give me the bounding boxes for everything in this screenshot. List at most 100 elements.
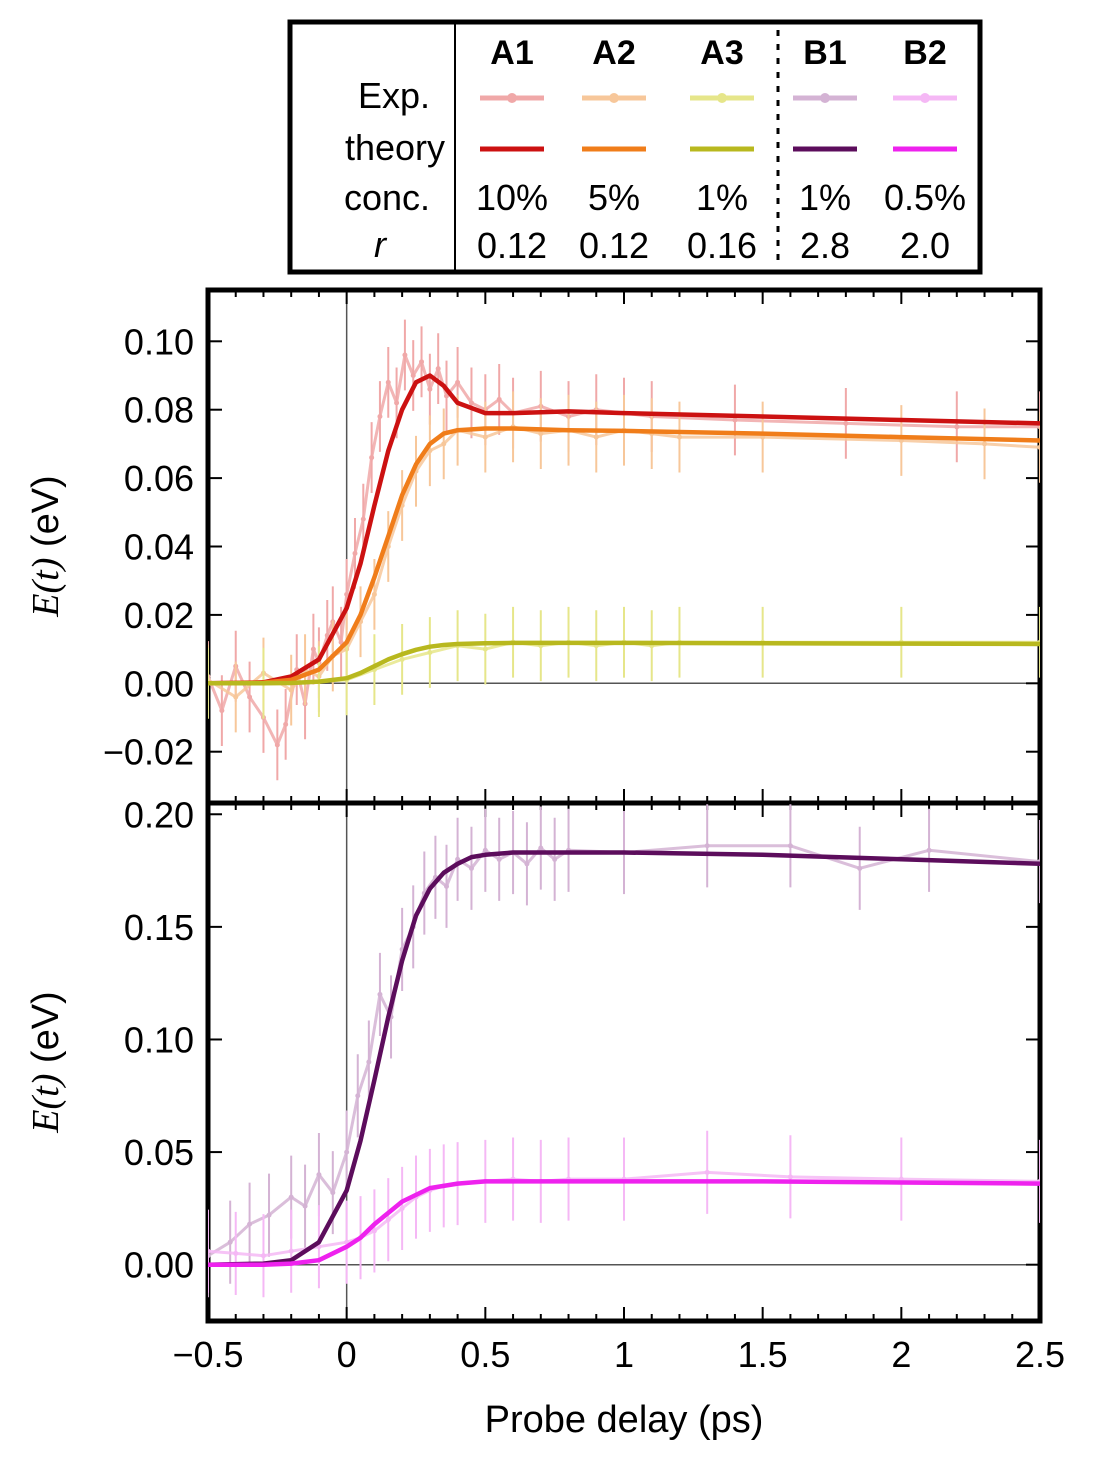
xtick-label: 2 (891, 1334, 911, 1375)
point-A1 (843, 420, 849, 426)
panel-top-ylabel: E(t) (eV) (25, 475, 67, 617)
point-B1 (330, 1190, 336, 1196)
point-B1 (468, 865, 474, 871)
legend-r-A2: 0.12 (579, 225, 649, 266)
plot-panel-bottom: 0.00 0.05 0.10 0.15 0.20 −0.5 0 0.5 1 1.5 2 2.5 E(t… (25, 794, 1065, 1375)
legend: Exp. theory conc. r A1 10% 0.12 A2 5% 0.12 A3 1… (287, 19, 983, 275)
point-B2 (233, 1250, 239, 1256)
point-B1 (496, 856, 502, 862)
point-A1 (369, 455, 375, 461)
legend-exp-marker-B1 (820, 93, 830, 103)
legend-conc-A1: 10% (476, 177, 548, 218)
series-theory-A2 (208, 426, 1040, 686)
x-axis-label: Probe delay (ps) (485, 1399, 764, 1441)
point-B1 (787, 843, 793, 849)
point-A1 (360, 516, 366, 522)
xtick-label: 2.5 (1015, 1334, 1065, 1375)
series-theory-A3 (208, 640, 1040, 686)
bottom-ytick-label: 0.20 (124, 794, 194, 835)
xtick-label: 1.5 (738, 1334, 788, 1375)
point-B1 (857, 865, 863, 871)
point-B1 (444, 883, 450, 889)
legend-sample-A3: A3 (700, 34, 743, 72)
point-A1 (377, 414, 383, 420)
point-A1 (310, 646, 316, 652)
point-A1 (435, 366, 441, 372)
point-A1 (283, 721, 289, 727)
point-A2 (233, 694, 239, 700)
legend-sample-B1: B1 (803, 34, 846, 72)
point-B2 (371, 1228, 377, 1234)
legend-row-r: r (374, 224, 388, 265)
panel-bottom-marks: 0.00 0.05 0.10 0.15 0.20 −0.5 0 0.5 1 1.5 2 2.5 (124, 794, 1065, 1375)
point-A1 (247, 694, 253, 700)
point-A1 (394, 400, 400, 406)
legend-sample-B2: B2 (903, 34, 946, 72)
point-A2 (982, 441, 988, 447)
legend-row-conc: conc. (344, 177, 430, 218)
bottom-series-layer (208, 804, 1040, 1298)
point-A1 (468, 400, 474, 406)
plot-panel-top: −0.02 0.00 0.02 0.04 0.06 0.08 0.10 E(t) (eV) (25, 287, 1043, 806)
point-A1 (352, 550, 358, 556)
legend-r-A3: 0.16 (687, 225, 757, 266)
xtick-label: 1 (614, 1334, 634, 1375)
legend-conc-B1: 1% (799, 177, 851, 218)
point-A1 (496, 396, 502, 402)
panel-top-marks: −0.02 0.00 0.02 0.04 0.06 0.08 0.10 (103, 290, 1041, 803)
point-A2 (371, 591, 377, 597)
point-A2 (482, 434, 488, 440)
point-B1 (302, 1203, 308, 1209)
legend-conc-B2: 0.5% (884, 177, 966, 218)
top-ytick-label: 0.08 (124, 390, 194, 431)
point-A2 (593, 434, 599, 440)
point-A1 (427, 386, 433, 392)
point-B1 (344, 1149, 350, 1155)
point-B1 (538, 845, 544, 851)
point-A2 (288, 687, 294, 693)
legend-r-B1: 2.8 (800, 225, 850, 266)
point-A3 (427, 650, 433, 656)
xtick-label: 0 (337, 1334, 357, 1375)
point-B2 (288, 1248, 294, 1254)
point-A2 (441, 441, 447, 447)
top-ytick-label: 0.02 (124, 595, 194, 636)
panel-bottom-ylabel: E(t) (eV) (25, 991, 67, 1133)
point-B1 (355, 1093, 361, 1099)
bottom-ytick-label: 0.00 (124, 1245, 194, 1286)
legend-sample-A1: A1 (490, 34, 533, 72)
legend-exp-marker-A1 (507, 93, 517, 103)
point-A1 (274, 742, 280, 748)
point-A2 (538, 431, 544, 437)
point-B2 (260, 1253, 266, 1259)
point-B1 (316, 1172, 322, 1178)
point-B2 (385, 1217, 391, 1223)
legend-exp-marker-B2 (920, 93, 930, 103)
legend-columns: A1 10% 0.12 A2 5% 0.12 A3 1% 0.16 B1 1% 2.8 B2 0.5% 2.… (476, 34, 966, 266)
legend-sample-A2: A2 (592, 34, 635, 72)
series-theory-B1 (208, 850, 1040, 1267)
legend-row-theory: theory (345, 127, 445, 168)
legend-row-exp: Exp. (358, 75, 430, 116)
point-A3 (482, 646, 488, 652)
bottom-ytick-label: 0.15 (124, 907, 194, 948)
point-B1 (524, 861, 530, 867)
point-B1 (552, 856, 558, 862)
point-B2 (208, 1248, 211, 1254)
point-A3 (399, 656, 405, 662)
point-B1 (366, 1059, 372, 1065)
top-ytick-label: −0.02 (103, 732, 194, 773)
xtick-label: −0.5 (172, 1334, 243, 1375)
point-A1 (324, 632, 330, 638)
point-A1 (344, 591, 350, 597)
point-B2 (704, 1169, 710, 1175)
point-B1 (247, 1221, 253, 1227)
point-B2 (787, 1174, 793, 1180)
point-B1 (288, 1194, 294, 1200)
series-theory-A1 (208, 373, 1040, 686)
point-B1 (227, 1239, 233, 1245)
point-A1 (954, 424, 960, 430)
legend-conc-A2: 5% (588, 177, 640, 218)
point-A2 (676, 434, 682, 440)
